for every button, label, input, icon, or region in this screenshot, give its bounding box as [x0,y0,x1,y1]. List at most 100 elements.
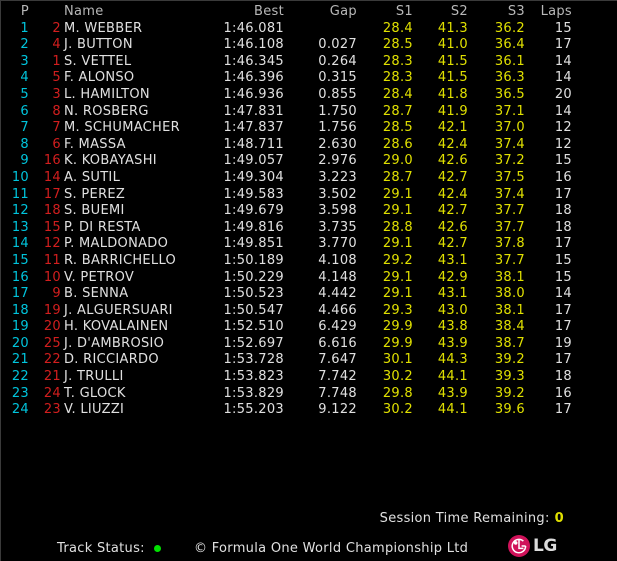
position-cell: 5 [20,86,29,102]
sector3-cell: 37.4 [494,186,525,202]
sector3-cell: 36.5 [494,86,525,102]
car-number-cell: 6 [52,136,61,152]
sector1-cell: 29.2 [382,252,413,268]
gap-cell: 7.748 [318,385,357,401]
gap-cell [284,21,357,38]
sector1-cell: 28.5 [382,37,413,53]
car-number-cell: 2 [52,20,61,36]
table-body: 1 2 M. WEBBER 1:46.081 28.4 41.3 36.2 15… [1,21,617,419]
laps-cell: 17 [554,352,572,368]
table-row: 16 10 V. PETROV 1:50.229 4.148 29.1 42.9… [1,270,617,287]
sector3-cell: 38.7 [494,335,525,351]
table-row: 5 3 L. HAMILTON 1:46.936 0.855 28.4 41.8… [1,87,617,104]
gap-cell: 4.108 [318,252,357,268]
driver-name-cell: J. D'AMBROSIO [64,335,165,351]
best-time-cell: 1:48.711 [223,136,284,152]
sector2-cell: 43.9 [437,335,468,351]
best-time-cell: 1:46.108 [223,37,284,53]
best-time-cell: 1:50.229 [223,269,284,285]
driver-name-cell: V. LIUZZI [64,402,125,418]
sector2-cell: 44.1 [437,402,468,418]
sector2-cell: 44.1 [437,369,468,385]
laps-cell: 17 [554,302,572,318]
sector1-cell: 28.6 [382,136,413,152]
laps-cell: 12 [554,120,572,136]
car-number-cell: 12 [43,236,61,252]
best-time-cell: 1:52.510 [223,319,284,335]
sector2-cell: 43.1 [437,286,468,302]
driver-name-cell: V. PETROV [64,269,135,285]
position-cell: 1 [20,20,29,36]
column-header-laps: Laps [540,4,572,19]
table-row: 15 11 R. BARRICHELLO 1:50.189 4.108 29.2… [1,253,617,270]
best-time-cell: 1:46.396 [223,70,284,86]
sector1-cell: 29.1 [382,236,413,252]
position-cell: 24 [11,402,29,418]
sector3-cell: 37.7 [494,252,525,268]
position-cell: 16 [11,269,29,285]
gap-cell: 3.735 [318,219,357,235]
sector1-cell: 28.7 [382,169,413,185]
table-row: 3 1 S. VETTEL 1:46.345 0.264 28.3 41.5 3… [1,54,617,71]
laps-cell: 19 [554,335,572,351]
timing-table: P Name Best Gap S1 S2 S3 Laps 1 2 M. WEB… [1,1,617,419]
sector1-cell: 30.2 [382,402,413,418]
driver-name-cell: S. VETTEL [64,53,132,69]
car-number-cell: 1 [52,53,61,69]
track-status-green-light-icon [153,545,161,552]
laps-cell: 17 [554,319,572,335]
sector1-cell: 29.0 [382,153,413,169]
gap-cell: 1.750 [318,103,357,119]
sector3-cell: 37.2 [494,153,525,169]
gap-cell: 6.616 [318,335,357,351]
position-cell: 23 [11,385,29,401]
laps-cell: 14 [554,53,572,69]
position-cell: 19 [11,319,29,335]
table-row: 18 19 J. ALGUERSUARI 1:50.547 4.466 29.3… [1,303,617,320]
sector2-cell: 42.7 [437,203,468,219]
best-time-cell: 1:50.547 [223,302,284,318]
gap-cell: 1.756 [318,120,357,136]
sector3-cell: 36.1 [494,53,525,69]
driver-name-cell: B. SENNA [64,286,129,302]
car-number-cell: 11 [43,252,61,268]
position-cell: 17 [11,286,29,302]
laps-cell: 15 [554,20,572,36]
gap-cell: 4.466 [318,302,357,318]
sector3-cell: 39.2 [494,352,525,368]
driver-name-cell: F. MASSA [64,136,126,152]
sector3-cell: 38.1 [494,269,525,285]
table-row: 6 8 N. ROSBERG 1:47.831 1.750 28.7 41.9 … [1,104,617,121]
car-number-cell: 15 [43,219,61,235]
sector2-cell: 42.6 [437,219,468,235]
position-cell: 13 [11,219,29,235]
position-cell: 22 [11,369,29,385]
position-cell: 4 [20,70,29,86]
session-time-label: Session Time Remaining: [379,511,550,526]
table-row: 12 18 S. BUEMI 1:49.679 3.598 29.1 42.7 … [1,203,617,220]
gap-cell: 2.976 [318,153,357,169]
gap-cell: 4.442 [318,286,357,302]
position-cell: 14 [11,236,29,252]
sector2-cell: 41.8 [437,86,468,102]
gap-cell: 3.598 [318,203,357,219]
driver-name-cell: H. KOVALAINEN [64,319,169,335]
table-row: 21 22 D. RICCIARDO 1:53.728 7.647 30.1 4… [1,352,617,369]
position-cell: 18 [11,302,29,318]
laps-cell: 15 [554,252,572,268]
position-cell: 2 [20,37,29,53]
car-number-cell: 16 [43,153,61,169]
column-header-name: Name [64,4,104,19]
column-header-gap: Gap [329,4,357,19]
position-cell: 21 [11,352,29,368]
driver-name-cell: N. ROSBERG [64,103,149,119]
sector3-cell: 39.2 [494,385,525,401]
gap-cell: 3.223 [318,169,357,185]
laps-cell: 17 [554,236,572,252]
best-time-cell: 1:55.203 [223,402,284,418]
table-row: 1 2 M. WEBBER 1:46.081 28.4 41.3 36.2 15 [1,21,617,38]
car-number-cell: 22 [43,352,61,368]
sector1-cell: 29.9 [382,335,413,351]
position-cell: 11 [11,186,29,202]
driver-name-cell: K. KOBAYASHI [64,153,157,169]
